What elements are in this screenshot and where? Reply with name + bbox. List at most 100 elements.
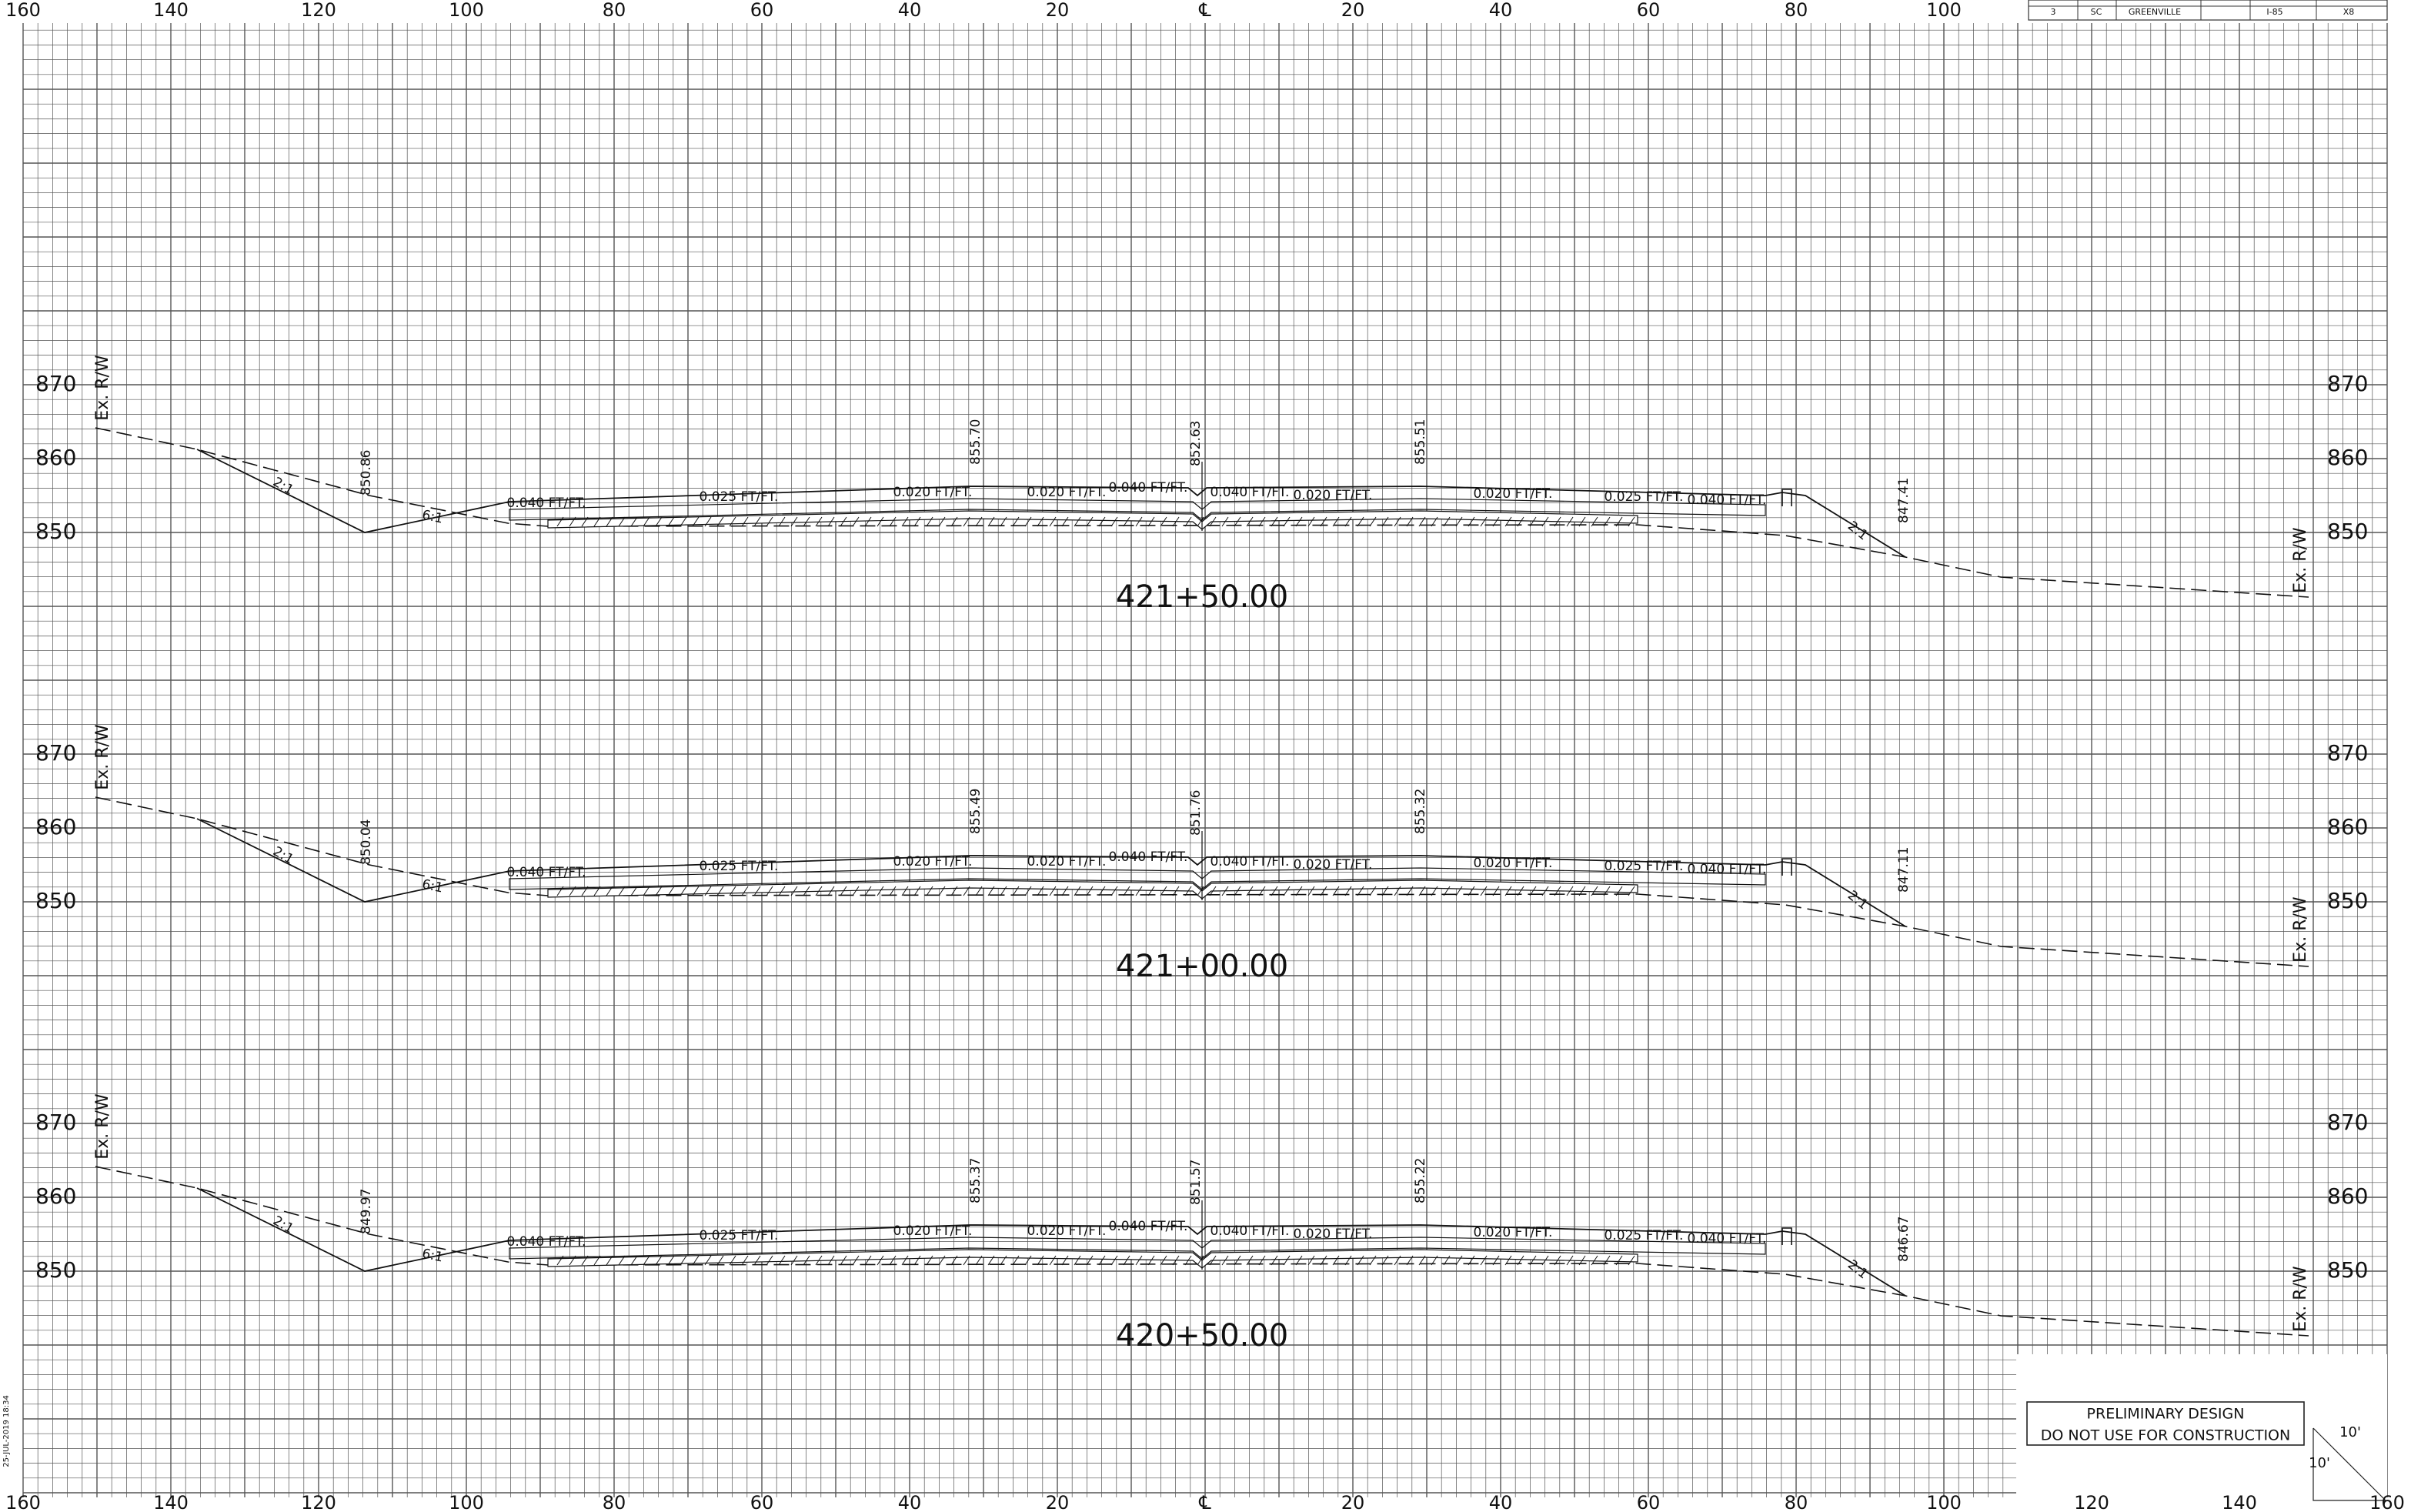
hatch xyxy=(987,1255,995,1266)
hatch xyxy=(667,516,675,527)
curb xyxy=(1782,489,1792,506)
cross-section: 870 860 850 870 860 850 Ex. R/W Ex. R/W 421+50.0… xyxy=(35,355,2368,615)
row-label: Ex. R/W xyxy=(93,1093,112,1160)
offset-label-bottom: 20 xyxy=(1341,1492,1365,1512)
elevation-label: 860 xyxy=(2327,1183,2368,1209)
hatch xyxy=(778,516,786,527)
hatch xyxy=(1369,516,1377,527)
offset-label-top: 100 xyxy=(1926,0,1962,21)
hatch xyxy=(1344,1255,1352,1266)
hatch xyxy=(790,1255,798,1266)
hatch xyxy=(1492,516,1500,527)
hatch xyxy=(680,516,687,527)
hatch xyxy=(1603,886,1611,896)
hatch xyxy=(1615,516,1623,527)
hatch xyxy=(1468,516,1475,527)
elevation-label: 870 xyxy=(2327,1110,2368,1135)
annotation: 0.040 FT/FT. xyxy=(507,1234,586,1250)
hatch xyxy=(815,516,823,527)
hatch xyxy=(938,1255,946,1266)
hatch xyxy=(1172,886,1180,896)
hatch xyxy=(556,516,564,527)
annotation: 0.020 FT/FT. xyxy=(1294,857,1373,873)
scale-label: 10' xyxy=(2309,1455,2330,1471)
hatch xyxy=(1098,886,1106,896)
hatch xyxy=(926,886,933,896)
hatch xyxy=(1110,1255,1118,1266)
grid xyxy=(22,23,2388,1497)
hatch xyxy=(963,516,970,527)
hatch xyxy=(1098,516,1106,527)
hatch xyxy=(1615,1255,1623,1266)
hatch xyxy=(1110,886,1118,896)
station-label: 421+00.00 xyxy=(1116,949,1288,984)
offset-label-bottom: 40 xyxy=(898,1492,922,1512)
annotation: 0.025 FT/FT. xyxy=(700,859,779,874)
hatch xyxy=(1628,886,1635,896)
hatch xyxy=(1578,886,1586,896)
offset-label-top: 60 xyxy=(1637,0,1661,21)
hatch xyxy=(1554,1255,1561,1266)
hatch xyxy=(1234,1255,1241,1266)
station-label: 421+50.00 xyxy=(1116,579,1288,615)
hatch xyxy=(790,886,798,896)
hatch xyxy=(1418,886,1426,896)
pavement-layer xyxy=(509,867,1766,890)
offset-label-top: 140 xyxy=(153,0,189,21)
hatch xyxy=(1591,516,1598,527)
hatch xyxy=(618,1255,626,1266)
hatch xyxy=(1295,886,1303,896)
offset-label-bottom: 160 xyxy=(2369,1492,2405,1512)
hatch xyxy=(1024,1255,1032,1266)
hatch xyxy=(913,886,921,896)
elevation-label: 870 xyxy=(35,1110,76,1135)
hatch xyxy=(1012,886,1020,896)
hatch xyxy=(1037,1255,1044,1266)
hatch xyxy=(889,1255,897,1266)
hatch xyxy=(593,1255,601,1266)
annotation: 0.020 FT/FT. xyxy=(1294,1227,1373,1242)
hatch xyxy=(1332,516,1340,527)
hatch xyxy=(1172,1255,1180,1266)
hatch xyxy=(655,1255,663,1266)
hatch xyxy=(1332,886,1340,896)
hatch xyxy=(1443,1255,1451,1266)
hatch xyxy=(1431,886,1438,896)
hatch xyxy=(1431,1255,1438,1266)
annotation: 847.41 xyxy=(1896,478,1912,523)
hatch xyxy=(840,1255,847,1266)
hatch xyxy=(1320,516,1327,527)
hatch xyxy=(1012,516,1020,527)
elevation-label: 870 xyxy=(2327,371,2368,396)
annotation: 855.22 xyxy=(1413,1158,1428,1203)
annotation: 852.63 xyxy=(1188,421,1204,466)
elevation-label: 850 xyxy=(2327,888,2368,913)
row-label: Ex. R/W xyxy=(2291,1266,2310,1332)
hatch xyxy=(581,886,589,896)
offset-label-bottom: 120 xyxy=(301,1492,336,1512)
cross-section: 870 860 850 870 860 850 Ex. R/W Ex. R/W 420+50.0… xyxy=(35,1093,2368,1353)
hatch xyxy=(1615,886,1623,896)
offset-label-top: 160 xyxy=(5,0,41,21)
hatch xyxy=(655,516,663,527)
annotation: 0.025 FT/FT. xyxy=(1605,1228,1684,1243)
hatch xyxy=(655,886,663,896)
annotation: 850.04 xyxy=(359,819,374,865)
offset-label-top: 120 xyxy=(301,0,336,21)
hatch xyxy=(1357,516,1364,527)
hatch xyxy=(581,516,589,527)
row-label: Ex. R/W xyxy=(2291,896,2310,963)
annotation: 0.020 FT/FT. xyxy=(1027,854,1107,869)
hatch xyxy=(704,516,712,527)
hatch xyxy=(1578,516,1586,527)
annotation: 847.11 xyxy=(1896,847,1912,893)
annotation: 850.86 xyxy=(359,450,374,496)
hatch xyxy=(1049,886,1057,896)
hatch xyxy=(778,886,786,896)
hatch xyxy=(692,886,700,896)
pavement-layer xyxy=(509,1237,1766,1260)
hatch xyxy=(1049,516,1057,527)
offset-label-bottom: 40 xyxy=(1489,1492,1513,1512)
hatch xyxy=(877,516,884,527)
